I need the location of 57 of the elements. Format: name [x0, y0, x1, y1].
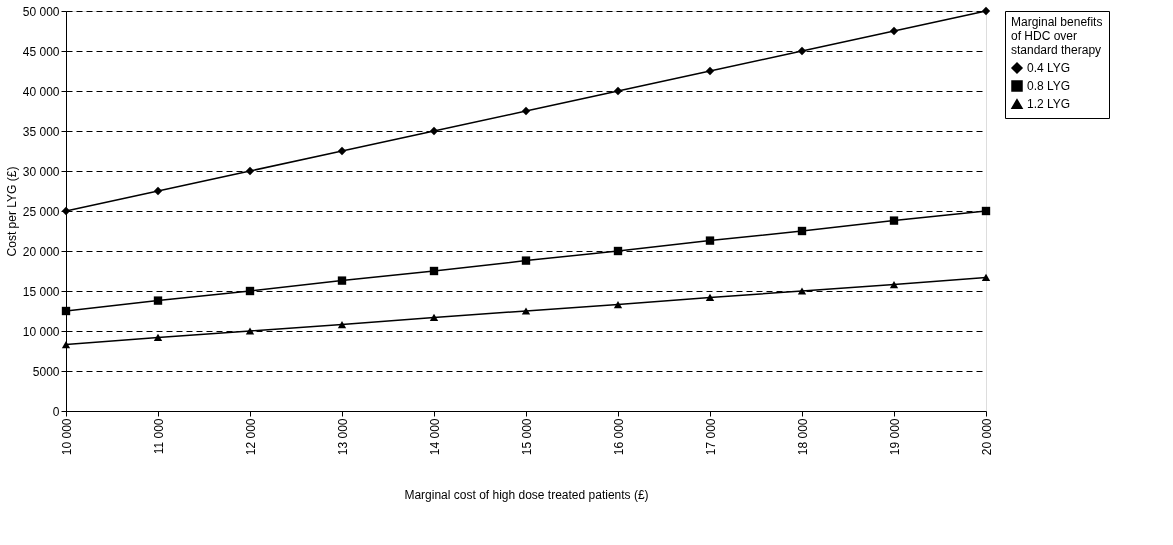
point — [889, 216, 899, 225]
y-tick-label: 50 000 — [22, 4, 60, 19]
x-tick-label: 17 000 — [703, 418, 718, 456]
y-tick-label: 10 000 — [22, 324, 60, 339]
point — [61, 306, 71, 316]
y-tick-label: 30 000 — [22, 164, 60, 179]
point — [889, 280, 899, 289]
point — [797, 287, 807, 295]
point — [521, 256, 531, 265]
point — [981, 6, 991, 16]
x-tick-label: 18 000 — [795, 418, 810, 456]
y-tick-label: 35 000 — [22, 124, 60, 139]
point — [981, 273, 991, 282]
point — [153, 296, 163, 305]
point — [337, 320, 347, 329]
point — [705, 293, 715, 302]
point — [613, 246, 623, 256]
point — [61, 340, 71, 349]
point — [521, 106, 531, 116]
y-tick-label: 0 — [52, 404, 60, 419]
point — [705, 236, 715, 245]
point — [337, 276, 347, 285]
x-tick-label: 16 000 — [611, 418, 626, 456]
point — [337, 146, 347, 156]
legend-label: 0.4 LYG — [1027, 61, 1071, 75]
point — [245, 286, 255, 296]
x-tick-label: 19 000 — [887, 418, 902, 456]
point — [245, 166, 255, 176]
x-tick-label: 20 000 — [979, 418, 994, 456]
y-tick-label: 45 000 — [22, 44, 60, 59]
y-tick-label: 20 000 — [22, 244, 60, 259]
point — [153, 333, 163, 342]
legend-label: 1.2 LYG — [1027, 97, 1071, 111]
x-axis-title: Marginal cost of high dose treated patients (£) — [404, 488, 649, 503]
y-tick-label: 15 000 — [22, 284, 60, 299]
point — [245, 327, 255, 335]
y-tick-label: 40 000 — [22, 84, 60, 99]
y-tick-label: 5000 — [32, 364, 60, 379]
x-tick-label: 14 000 — [427, 418, 442, 456]
point — [153, 186, 163, 196]
point — [889, 26, 899, 36]
point — [797, 226, 807, 236]
point — [429, 266, 439, 276]
x-tick-label: 11 000 — [151, 418, 166, 455]
x-tick-label: 15 000 — [519, 418, 534, 456]
point — [705, 66, 715, 76]
y-tick-label: 25 000 — [22, 204, 60, 219]
point — [613, 300, 623, 309]
legend-title: Marginal benefits of HDC over standard therapy — [1011, 15, 1103, 57]
point — [981, 206, 991, 216]
y-axis-title: Cost per LYG (£) — [4, 166, 19, 257]
point — [797, 46, 807, 56]
point — [429, 313, 439, 322]
legend-label: 0.8 LYG — [1027, 79, 1071, 93]
point — [521, 307, 531, 315]
x-tick-label: 12 000 — [243, 418, 258, 456]
x-tick-label: 13 000 — [335, 418, 350, 456]
